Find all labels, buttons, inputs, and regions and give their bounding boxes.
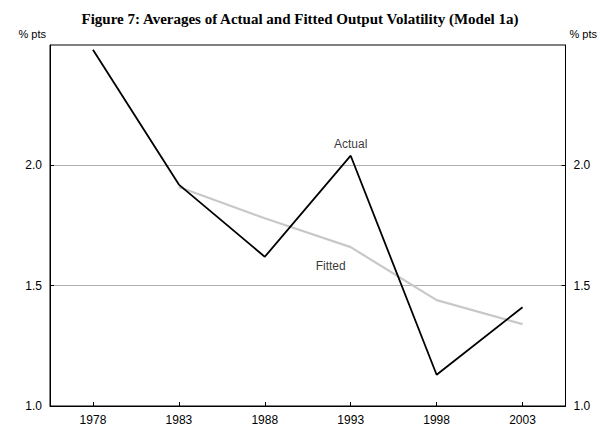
svg-text:2.0: 2.0 <box>573 158 590 172</box>
svg-text:% pts: % pts <box>569 28 597 40</box>
svg-text:1998: 1998 <box>423 413 450 427</box>
svg-text:1.5: 1.5 <box>25 279 42 293</box>
svg-text:1.0: 1.0 <box>573 399 590 413</box>
svg-text:% pts: % pts <box>18 28 46 40</box>
svg-text:1993: 1993 <box>337 413 364 427</box>
svg-text:1.0: 1.0 <box>25 399 42 413</box>
svg-text:Actual: Actual <box>334 137 367 151</box>
svg-text:1988: 1988 <box>251 413 278 427</box>
svg-text:Fitted: Fitted <box>316 259 346 273</box>
svg-text:1.5: 1.5 <box>573 279 590 293</box>
svg-text:1978: 1978 <box>80 413 107 427</box>
svg-text:1983: 1983 <box>166 413 193 427</box>
svg-text:2003: 2003 <box>509 413 536 427</box>
svg-text:Figure 7: Averages of Actual a: Figure 7: Averages of Actual and Fitted … <box>82 11 519 28</box>
svg-text:2.0: 2.0 <box>25 158 42 172</box>
